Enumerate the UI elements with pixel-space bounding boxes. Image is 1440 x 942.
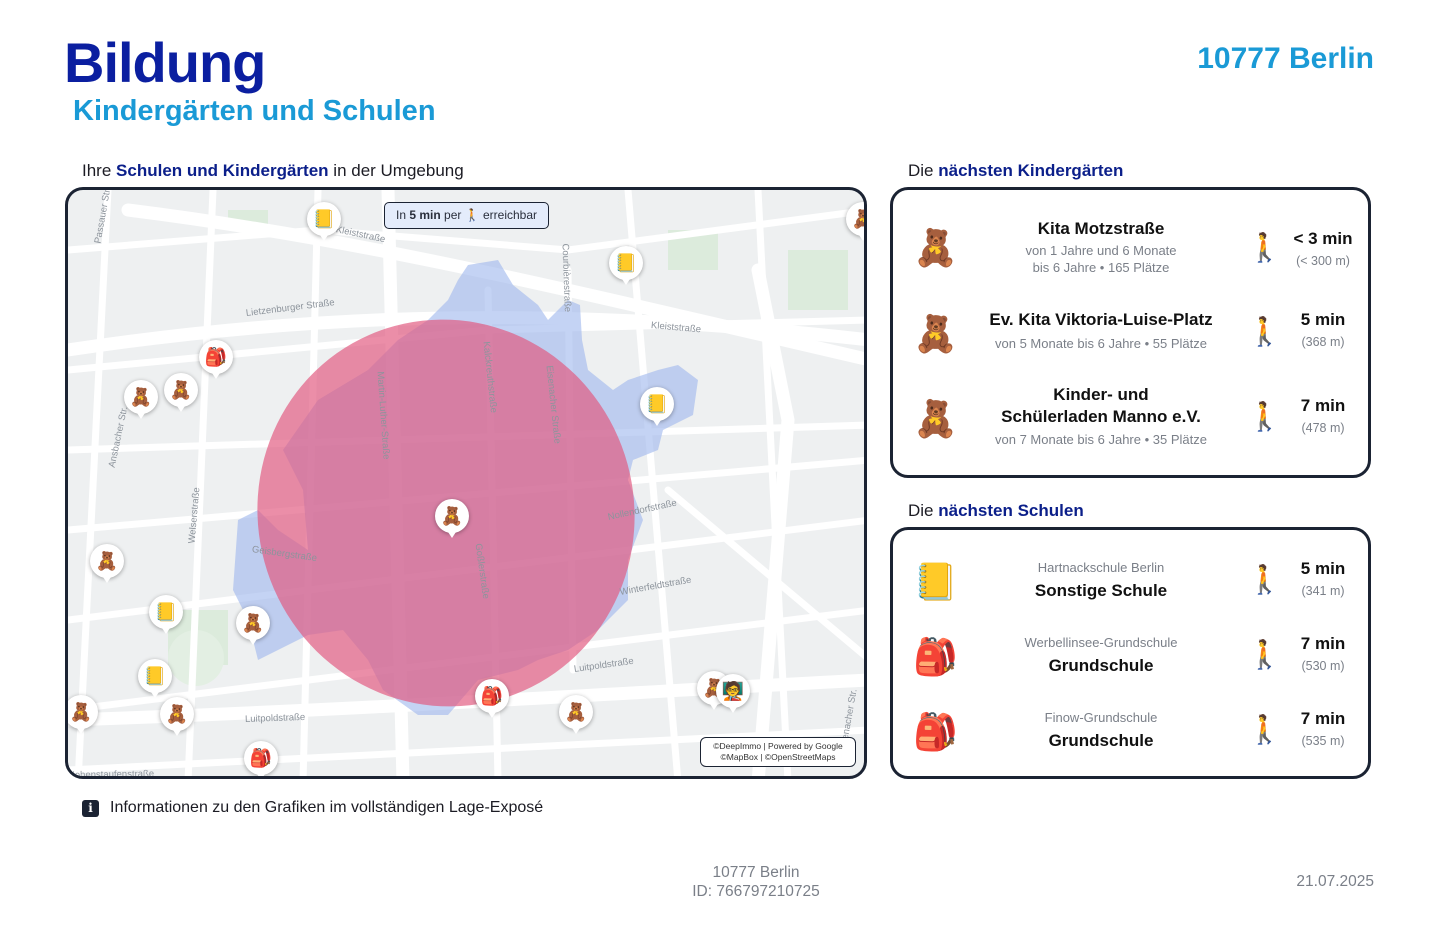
teddy-bear-icon[interactable]: 🧸 [559, 695, 593, 734]
reach-post: erreichbar [479, 208, 538, 222]
info-icon: i [82, 799, 99, 817]
walk-time: < 3 min [1293, 229, 1353, 248]
teacher-icon[interactable]: 🧑‍🏫 [716, 674, 750, 713]
walk-time: 5 min [1300, 559, 1346, 578]
backpack-icon: 🎒 [913, 711, 958, 752]
teddy-bear-icon[interactable]: 🧸 [68, 695, 98, 734]
kindergarten-details: von 1 Jahre und 6 Monate [1025, 243, 1177, 258]
kindergarten-name: Ev. Kita Viktoria-Luise-Platz [989, 310, 1213, 329]
walk-distance: (478 m) [1301, 421, 1345, 435]
map-label-pre: Ihre [82, 161, 117, 180]
map-attribution: ©DeepImmo | Powered by Google ©MapBox | … [700, 737, 856, 767]
kindergarten-panel: 🧸 Kita Motzstraße von 1 Jahre und 6 Mona… [890, 187, 1371, 478]
walk-distance: (341 m) [1301, 584, 1345, 598]
walking-person-icon: 🚶 [1247, 316, 1282, 347]
location-city: 10777 Berlin [1197, 42, 1374, 75]
school-name: Hartnackschule Berlin [1037, 560, 1165, 575]
kindergarten-section-label: Die nächsten Kindergärten [908, 161, 1123, 181]
street-label: Courbièrestraße [559, 243, 573, 313]
walking-person-icon: 🚶 [1247, 639, 1282, 670]
school-row[interactable]: 📒 Hartnackschule Berlin Sonstige Schule … [893, 555, 1368, 615]
school-row[interactable]: 🎒 Finow-Grundschule Grundschule 🚶 7 min … [893, 705, 1368, 765]
walk-time: 5 min [1300, 310, 1346, 329]
walking-person-icon: 🚶 [1247, 714, 1282, 745]
teddy-bear-icon[interactable]: 🧸 [435, 499, 469, 538]
notebook-icon: 📒 [913, 561, 958, 602]
footer-center: 10777 Berlin ID: 766797210725 [606, 863, 906, 901]
kindergarten-details: bis 6 Jahre • 165 Plätze [1032, 260, 1170, 275]
walk-distance: (368 m) [1301, 335, 1345, 349]
kindergarten-name: Schülerladen Manno e.V. [1001, 407, 1201, 426]
page-subtitle: Kindergärten und Schulen [73, 95, 436, 127]
reach-mid: per [440, 208, 465, 222]
footer-id: ID: 766797210725 [692, 883, 820, 900]
teddy-bear-icon: 🧸 [913, 313, 958, 354]
footer-date: 21.07.2025 [1296, 873, 1374, 890]
notebook-icon[interactable]: 📒 [138, 659, 172, 698]
kindergarten-name: Kinder- und [1053, 385, 1149, 404]
teddy-bear-icon[interactable]: 🧸 [164, 373, 198, 412]
kindergarten-name: Kita Motzstraße [1037, 219, 1165, 238]
neighborhood-map[interactable]: Kleiststraße Lietzenburger Straße Kleist… [65, 187, 867, 779]
attribution-line: ©MapBox | ©OpenStreetMaps [720, 752, 836, 762]
map-label-post: in der Umgebung [328, 161, 464, 180]
teddy-bear-icon: 🧸 [913, 227, 958, 268]
walking-person-icon: 🚶 [1247, 232, 1282, 263]
info-text: Informationen zu den Grafiken im vollstä… [110, 799, 544, 816]
school-type: Grundschule [1048, 731, 1154, 750]
backpack-icon[interactable]: 🎒 [244, 741, 278, 776]
teddy-bear-icon[interactable]: 🧸 [90, 544, 124, 583]
info-note: i Informationen zu den Grafiken im volls… [82, 799, 543, 817]
page-title: Bildung [64, 31, 266, 94]
walking-person-icon: 🚶 [464, 208, 480, 222]
kindergarten-details: von 7 Monate bis 6 Jahre • 35 Plätze [995, 432, 1207, 447]
notebook-icon[interactable]: 📒 [640, 387, 674, 426]
reach-pre: In [396, 208, 410, 222]
backpack-icon[interactable]: 🎒 [199, 340, 233, 379]
school-label-pre: Die [908, 501, 939, 520]
walk-time: 7 min [1300, 634, 1346, 653]
reach-badge: In 5 min per 🚶 erreichbar [384, 202, 550, 229]
school-type: Grundschule [1048, 656, 1154, 675]
school-type: Sonstige Schule [1034, 581, 1168, 600]
teddy-bear-icon: 🧸 [913, 398, 958, 439]
walk-time: 7 min [1300, 396, 1346, 415]
walk-distance: (530 m) [1301, 659, 1345, 673]
school-panel: 📒 Hartnackschule Berlin Sonstige Schule … [890, 527, 1371, 779]
footer-city: 10777 Berlin [712, 864, 800, 881]
reach-time: 5 min [409, 208, 441, 222]
walking-person-icon: 🚶 [1247, 564, 1282, 595]
teddy-bear-icon[interactable]: 🧸 [160, 697, 194, 736]
notebook-icon[interactable]: 📒 [609, 246, 643, 285]
map-section-label: Ihre Schulen und Kindergärten in der Umg… [82, 161, 464, 181]
kindergarten-row[interactable]: 🧸 Kita Motzstraße von 1 Jahre und 6 Mona… [893, 208, 1368, 288]
kindergarten-details: von 5 Monate bis 6 Jahre • 55 Plätze [995, 336, 1207, 351]
park-area [788, 250, 848, 310]
map-label-bold: Schulen und Kindergärten [116, 161, 329, 180]
school-section-label: Die nächsten Schulen [908, 501, 1084, 521]
kindergarten-row[interactable]: 🧸 Ev. Kita Viktoria-Luise-Platz von 5 Mo… [893, 300, 1368, 370]
walk-distance: (< 300 m) [1296, 254, 1350, 268]
walk-distance: (535 m) [1301, 734, 1345, 748]
walking-person-icon: 🚶 [1247, 401, 1282, 432]
notebook-icon[interactable]: 📒 [307, 202, 341, 241]
walk-time: 7 min [1300, 709, 1346, 728]
teddy-bear-icon[interactable]: 🧸 [124, 380, 158, 419]
school-name: Werbellinsee-Grundschule [1024, 635, 1178, 650]
teddy-bear-icon[interactable]: 🧸 [236, 606, 270, 645]
kindergarten-row[interactable]: 🧸 Kinder- und Schülerladen Manno e.V. vo… [893, 382, 1368, 462]
backpack-icon: 🎒 [913, 636, 958, 677]
attribution-line: ©DeepImmo | Powered by Google [713, 741, 843, 751]
kita-label-bold: nächsten Kindergärten [938, 161, 1124, 180]
school-name: Finow-Grundschule [1044, 710, 1158, 725]
kita-label-pre: Die [908, 161, 939, 180]
teddy-bear-icon[interactable]: 🧸 [846, 202, 864, 241]
notebook-icon[interactable]: 📒 [149, 595, 183, 634]
street-label: Luitpoldstraße [244, 711, 306, 725]
school-label-bold: nächsten Schulen [938, 501, 1084, 520]
street-label: Hohenstaufenstraße [67, 768, 155, 779]
school-row[interactable]: 🎒 Werbellinsee-Grundschule Grundschule 🚶… [893, 630, 1368, 690]
backpack-icon[interactable]: 🎒 [475, 679, 509, 718]
